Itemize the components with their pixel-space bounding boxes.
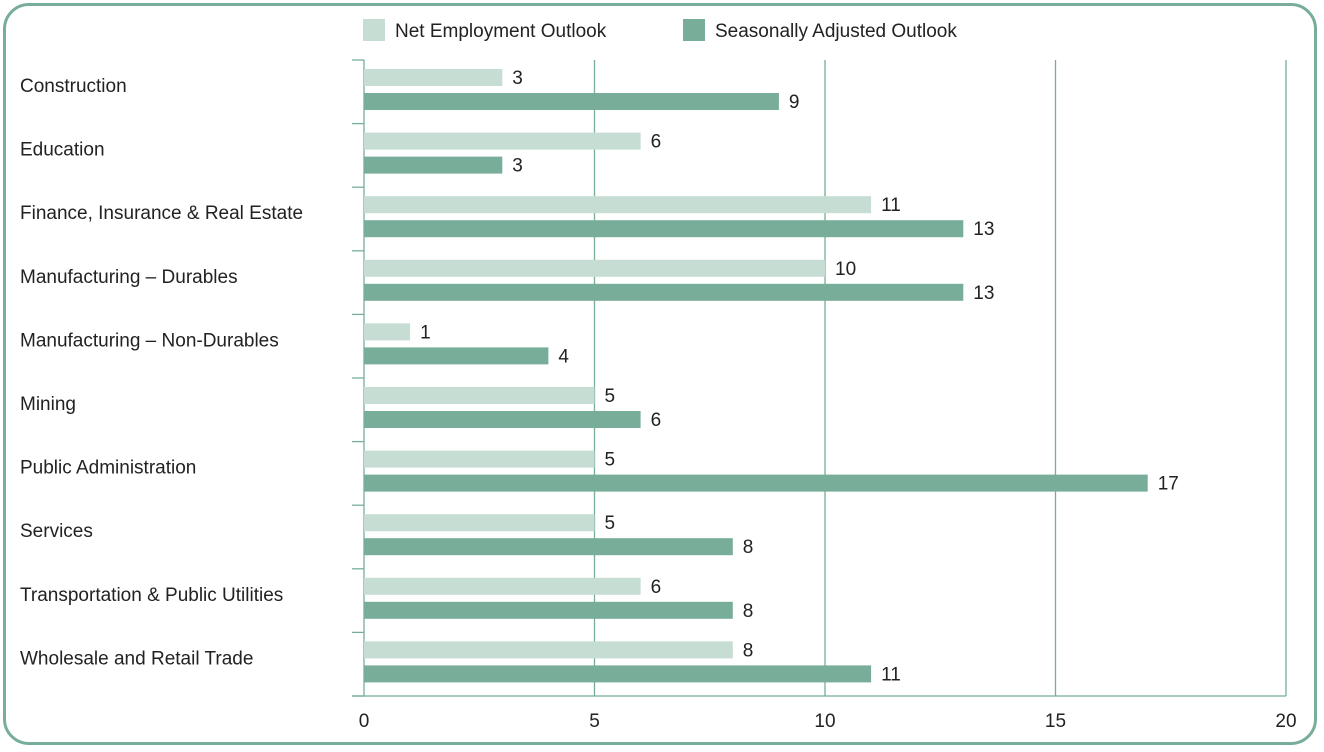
bar-seasonally-adjusted-outlook-public-administration xyxy=(364,474,1148,492)
bar-net-employment-outlook-construction xyxy=(364,69,503,86)
bar-seasonally-adjusted-outlook-mining xyxy=(364,411,641,428)
legend-label-net-employment: Net Employment Outlook xyxy=(395,21,607,42)
data-label-seasonally-adjusted-outlook-public-administration: 17 xyxy=(1158,474,1179,495)
x-tick-label: 10 xyxy=(814,711,835,732)
bar-seasonally-adjusted-outlook-education xyxy=(364,156,503,174)
category-label-public-administration: Public Administration xyxy=(20,458,196,479)
category-label-manufacturing-durables: Manufacturing – Durables xyxy=(20,267,238,288)
data-label-seasonally-adjusted-outlook-transportation-public-utilities: 8 xyxy=(743,601,754,622)
data-label-seasonally-adjusted-outlook-finance-insurance-real-estate: 13 xyxy=(973,219,994,240)
data-label-seasonally-adjusted-outlook-wholesale-and-retail-trade: 11 xyxy=(881,664,901,685)
bar-seasonally-adjusted-outlook-wholesale-and-retail-trade xyxy=(364,665,872,683)
x-tick-label: 5 xyxy=(589,711,600,732)
data-label-net-employment-outlook-wholesale-and-retail-trade: 8 xyxy=(743,640,754,661)
category-label-transportation-public-utilities: Transportation & Public Utilities xyxy=(20,585,283,606)
data-label-net-employment-outlook-manufacturing-durables: 10 xyxy=(835,259,856,280)
bar-seasonally-adjusted-outlook-transportation-public-utilities xyxy=(364,601,733,619)
bar-net-employment-outlook-services xyxy=(364,514,595,532)
data-label-seasonally-adjusted-outlook-construction: 9 xyxy=(789,92,800,113)
bar-net-employment-outlook-wholesale-and-retail-trade xyxy=(364,641,733,659)
data-label-seasonally-adjusted-outlook-manufacturing-durables: 13 xyxy=(973,283,994,304)
data-label-seasonally-adjusted-outlook-manufacturing-non-durables: 4 xyxy=(558,346,569,367)
bar-net-employment-outlook-transportation-public-utilities xyxy=(364,577,641,595)
bar-net-employment-outlook-finance-insurance-real-estate xyxy=(364,196,872,214)
bar-seasonally-adjusted-outlook-manufacturing-non-durables xyxy=(364,347,549,365)
data-label-net-employment-outlook-manufacturing-non-durables: 1 xyxy=(420,322,431,343)
bar-net-employment-outlook-education xyxy=(364,132,641,150)
legend: Net Employment Outlook Seasonally Adjust… xyxy=(363,19,957,42)
bar-seasonally-adjusted-outlook-services xyxy=(364,538,733,556)
bar-net-employment-outlook-public-administration xyxy=(364,450,595,468)
x-tick-label: 15 xyxy=(1045,711,1066,732)
legend-label-seasonally-adjusted: Seasonally Adjusted Outlook xyxy=(715,21,957,42)
legend-swatch-seasonally-adjusted xyxy=(683,19,705,41)
category-label-services: Services xyxy=(20,521,93,542)
bar-net-employment-outlook-manufacturing-durables xyxy=(364,259,825,277)
data-label-seasonally-adjusted-outlook-services: 8 xyxy=(743,537,754,558)
data-label-net-employment-outlook-mining: 5 xyxy=(605,386,616,407)
x-tick-label: 0 xyxy=(359,711,370,732)
data-label-net-employment-outlook-construction: 3 xyxy=(512,68,523,89)
category-label-mining: Mining xyxy=(20,394,76,415)
bar-seasonally-adjusted-outlook-manufacturing-durables xyxy=(364,283,964,301)
data-label-net-employment-outlook-public-administration: 5 xyxy=(605,450,616,471)
category-label-education: Education xyxy=(20,140,105,161)
category-label-wholesale-and-retail-trade: Wholesale and Retail Trade xyxy=(20,648,253,669)
data-label-net-employment-outlook-transportation-public-utilities: 6 xyxy=(651,577,662,598)
category-label-manufacturing-non-durables: Manufacturing – Non-Durables xyxy=(20,330,279,351)
bar-seasonally-adjusted-outlook-construction xyxy=(364,93,779,110)
data-label-net-employment-outlook-finance-insurance-real-estate: 11 xyxy=(881,195,901,216)
bar-seasonally-adjusted-outlook-finance-insurance-real-estate xyxy=(364,220,964,238)
data-label-net-employment-outlook-services: 5 xyxy=(605,513,616,534)
data-label-seasonally-adjusted-outlook-mining: 6 xyxy=(651,410,662,431)
chart-frame xyxy=(3,3,1317,745)
data-label-net-employment-outlook-education: 6 xyxy=(651,132,662,153)
data-label-seasonally-adjusted-outlook-education: 3 xyxy=(512,156,523,177)
category-label-construction: Construction xyxy=(20,76,127,97)
x-tick-label: 20 xyxy=(1275,711,1296,732)
bar-net-employment-outlook-mining xyxy=(364,387,595,404)
legend-swatch-net-employment xyxy=(363,19,385,41)
bar-net-employment-outlook-manufacturing-non-durables xyxy=(364,323,411,341)
category-label-finance-insurance-real-estate: Finance, Insurance & Real Estate xyxy=(20,203,303,224)
